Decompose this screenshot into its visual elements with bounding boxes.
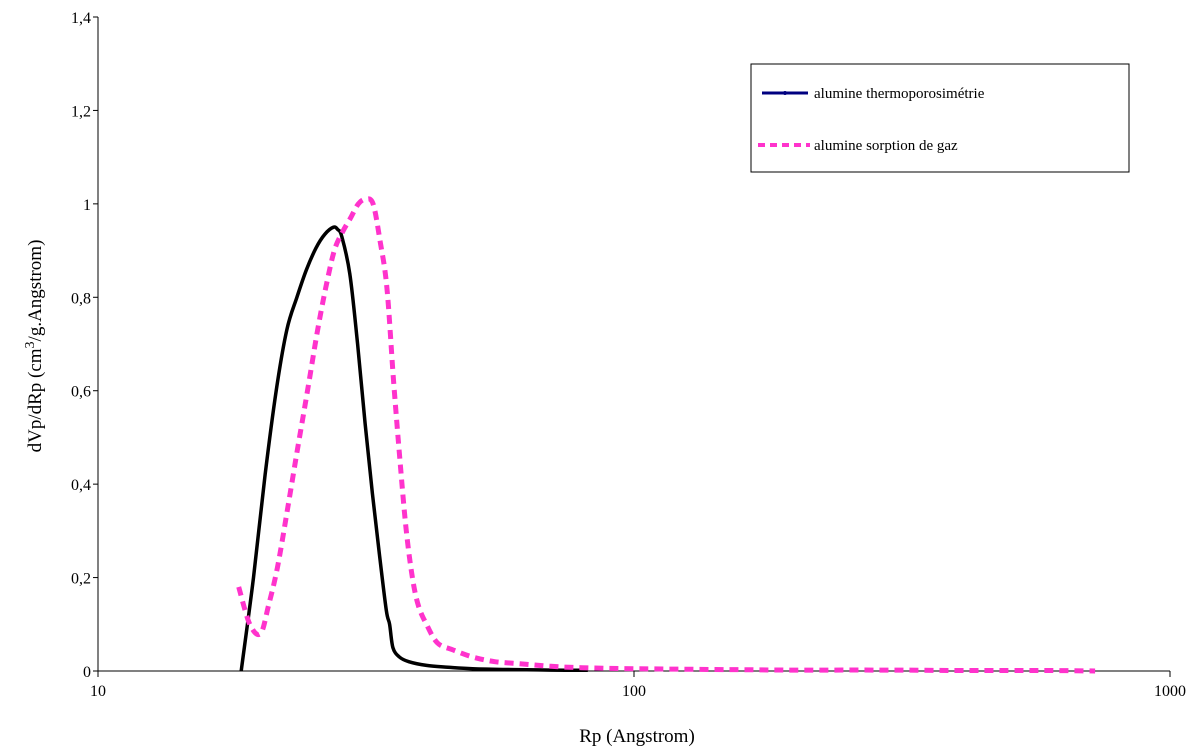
series-sorption-line (236, 196, 1096, 674)
y-tick-label: 1 (83, 197, 91, 214)
legend-marker-thermoporosimetrie (783, 91, 787, 95)
y-tick-label: 0,6 (71, 384, 91, 401)
y-axis-title-main: dVp/dRp (cm (25, 348, 46, 452)
y-axis-title-tail: /g.Angstrom) (25, 240, 46, 342)
y-tick-label: 0,8 (71, 290, 91, 307)
y-tick-label: 1,2 (71, 103, 91, 120)
x-tick-label: 10 (90, 683, 106, 700)
y-tick-label: 0,4 (71, 477, 91, 494)
y-tick-label: 1,4 (71, 10, 91, 27)
legend-label-thermoporosimetrie: alumine thermoporosimétrie (814, 86, 985, 102)
series-layer (236, 196, 1096, 674)
x-tick-label: 100 (622, 683, 646, 700)
legend-box (750, 63, 1130, 173)
legend: alumine thermoporosimétrie alumine sorpt… (750, 63, 1130, 173)
y-tick-label: 0 (83, 664, 91, 681)
y-axis-title: dVp/dRp (cm3/g.Angstrom) (23, 240, 46, 453)
axes: 0 0,2 0,4 0,6 0,8 1 1,2 1,4 10 100 1000 (71, 10, 1186, 700)
series-thermoporosimetrie-line (239, 225, 588, 673)
y-tick-label: 0,2 (71, 571, 91, 588)
x-axis-title: Rp (Angstrom) (579, 726, 695, 747)
x-tick-label: 1000 (1154, 683, 1186, 700)
legend-label-sorption: alumine sorption de gaz (814, 138, 958, 154)
y-axis-title-superscript: 3 (23, 341, 38, 348)
